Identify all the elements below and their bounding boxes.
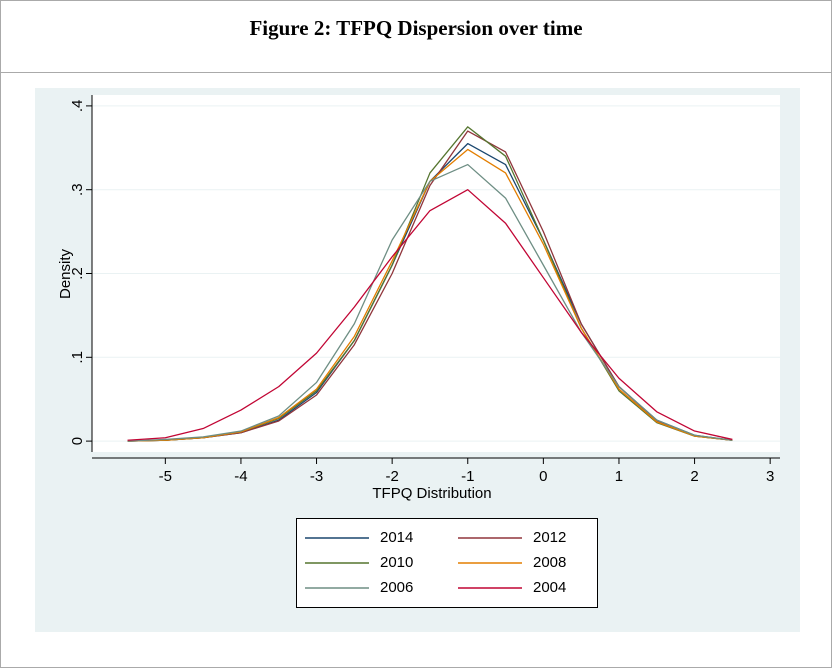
x-tick-label: -3 [310,468,323,485]
x-tick-label: -2 [385,468,398,485]
legend-label: 2010 [380,554,413,571]
y-tick-label: .2 [69,267,86,280]
x-axis-label: TFPQ Distribution [372,485,491,502]
legend-entries: 2014 2012 2010 2008 2006 2004 [305,529,566,596]
grid [92,105,780,442]
x-tick-label: 3 [766,468,774,485]
x-tick-label: 0 [539,468,547,485]
x-tick-label: -5 [159,468,172,485]
y-axis-label: Density [57,248,74,299]
legend-label: 2012 [533,529,566,546]
y-tick-label: .1 [69,351,86,364]
x-tick-label: -4 [234,468,247,485]
lines [127,126,733,442]
y-tick-label: 0 [69,437,86,445]
axes: 0 .1 .2 .3 .4 -5 -4 -3 -2 -1 0 1 2 3 [69,95,780,485]
density-line [127,189,733,441]
figure-title: Figure 2: TFPQ Dispersion over time [249,16,582,40]
x-tick-label: -1 [461,468,474,485]
legend-label: 2006 [380,579,413,596]
x-tick-label: 2 [690,468,698,485]
legend-label: 2014 [380,529,413,546]
legend-label: 2008 [533,554,566,571]
legend-label: 2004 [533,579,566,596]
y-tick-label: .3 [69,183,86,196]
x-tick-label: 1 [615,468,623,485]
density-line [127,163,733,442]
y-tick-label: .4 [69,100,86,113]
